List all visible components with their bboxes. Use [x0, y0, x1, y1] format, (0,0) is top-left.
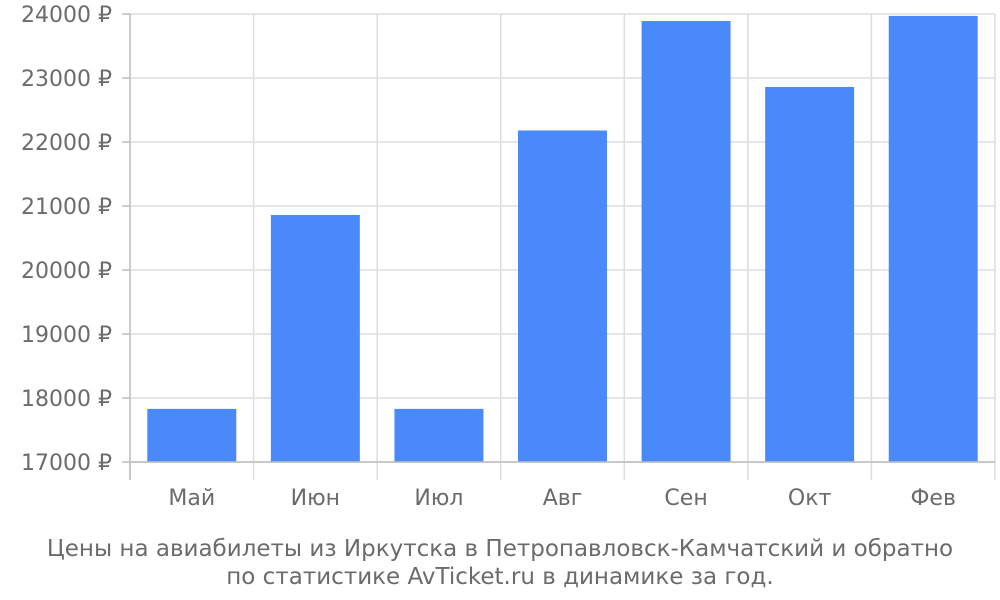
bar-chart-svg: 17000 ₽ 18000 ₽ 19000 ₽ 20000 ₽ 21000 ₽ 22000…: [21, 3, 996, 511]
y-tick-label: 19000 ₽: [21, 323, 112, 348]
x-tick-label: Авг: [543, 486, 583, 511]
bar-7: [888, 15, 978, 462]
x-tick-label: Окт: [788, 486, 832, 511]
y-tick-label: 21000 ₽: [21, 195, 112, 220]
chart-caption-line-2: по статистике AvTicket.ru в динамике за …: [226, 564, 774, 590]
bar-6: [765, 86, 855, 463]
y-tick-label: 22000 ₽: [21, 131, 112, 156]
x-tick-label: Фев: [910, 486, 955, 511]
x-tick-label: Сен: [664, 486, 707, 511]
x-tick-label: Июл: [414, 486, 463, 511]
bar-3: [394, 408, 484, 462]
y-tick-label: 17000 ₽: [21, 451, 112, 476]
bar-4: [518, 130, 607, 463]
y-tick-label: 23000 ₽: [21, 67, 112, 92]
bar-5: [641, 21, 731, 462]
x-tick-label: Май: [168, 486, 215, 511]
chart-caption-line-1: Цены на авиабилеты из Иркутска в Петропа…: [46, 536, 954, 562]
bar-2: [270, 214, 360, 462]
y-tick-label: 18000 ₽: [21, 387, 112, 412]
bar-1: [147, 408, 237, 462]
y-tick-label: 24000 ₽: [21, 3, 112, 28]
y-tick-label: 20000 ₽: [21, 259, 112, 284]
x-tick-label: Июн: [291, 486, 340, 511]
